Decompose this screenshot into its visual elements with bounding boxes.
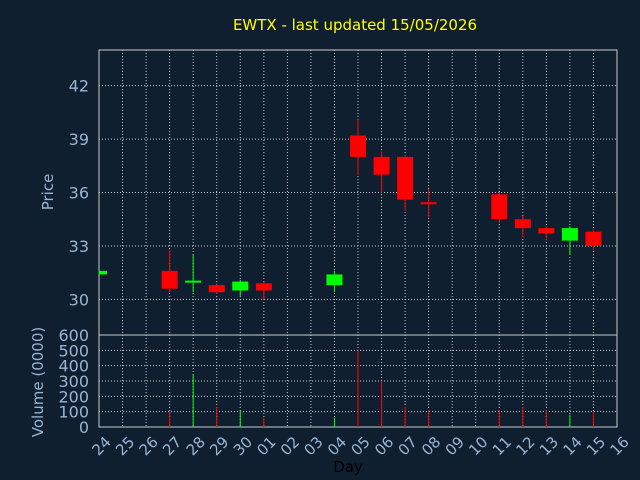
x-tick-label: 03 (300, 433, 326, 459)
x-tick-label: 30 (230, 433, 256, 459)
x-axis-label: Day (333, 458, 363, 476)
candle (350, 119, 366, 175)
candle-body (514, 219, 531, 229)
price-axis-label: Price (39, 174, 57, 211)
x-tick-label: 05 (348, 433, 374, 459)
x-tick-label: 27 (159, 433, 185, 459)
volume-tick-label: 400 (58, 357, 89, 376)
candle (255, 281, 272, 300)
volume-tick-label: 200 (58, 387, 89, 406)
candle-body (585, 231, 602, 246)
x-tick-label: 08 (418, 433, 444, 459)
x-tick-label: 15 (583, 433, 609, 459)
candle-body (350, 135, 366, 157)
candle (185, 254, 202, 293)
candle-body (255, 283, 272, 291)
candle-body (99, 270, 107, 275)
candle (538, 226, 555, 241)
x-tick-label: 02 (277, 433, 303, 459)
volume-tick-label: 0 (79, 418, 89, 437)
chart-title: EWTX - last updated 15/05/2026 (233, 16, 477, 34)
candle (397, 155, 414, 211)
x-tick-label: 26 (136, 433, 162, 459)
candle (326, 270, 343, 293)
candle-body (326, 274, 343, 286)
candle-body (161, 270, 178, 289)
x-tick-label: 25 (112, 433, 138, 459)
x-tick-label: 16 (607, 433, 633, 459)
volume-tick-label: 500 (58, 341, 89, 360)
price-tick-label: 39 (69, 130, 89, 149)
candle (161, 249, 178, 293)
x-tick-label: 12 (512, 433, 538, 459)
volume-axis-label: Volume (0000) (29, 327, 47, 437)
x-tick-label: 10 (465, 433, 491, 459)
x-tick-label: 24 (89, 433, 115, 459)
price-panel: 30 33 36 39 42 (69, 49, 618, 336)
candle (585, 229, 602, 250)
price-tick-label: 33 (69, 237, 89, 256)
volume-tick-label: 600 (58, 326, 89, 345)
x-tick-label: 28 (183, 433, 209, 459)
candle (373, 151, 390, 193)
candle-body (373, 156, 390, 175)
candle (561, 226, 578, 255)
candle-body (208, 285, 225, 293)
price-tick-label: 42 (69, 77, 89, 96)
volume-panel: 2425262728293001020304050607080910111213… (58, 326, 632, 459)
price-tick-label: 30 (69, 290, 89, 309)
x-tick-label: 13 (536, 433, 562, 459)
price-tick-label: 36 (69, 184, 89, 203)
volume-tick-label: 100 (58, 403, 89, 422)
x-tick-label: 11 (489, 433, 515, 459)
candle (232, 279, 249, 296)
volume-tick-label: 300 (58, 372, 89, 391)
candle-body (561, 228, 578, 241)
candle (514, 215, 531, 238)
x-tick-label: 29 (206, 433, 232, 459)
x-tick-label: 06 (371, 433, 397, 459)
x-tick-label: 07 (395, 433, 421, 459)
x-tick-label: 09 (442, 433, 468, 459)
x-tick-label: 14 (559, 433, 585, 459)
candle-body (397, 156, 414, 200)
candle (491, 192, 508, 223)
candle (98, 270, 107, 275)
candle-body (491, 194, 508, 220)
x-tick-label: 04 (324, 433, 350, 459)
candle-body (538, 228, 555, 234)
candle (420, 188, 437, 218)
candle-body (232, 281, 249, 291)
candle (208, 283, 225, 295)
x-tick-label: 01 (253, 433, 279, 459)
